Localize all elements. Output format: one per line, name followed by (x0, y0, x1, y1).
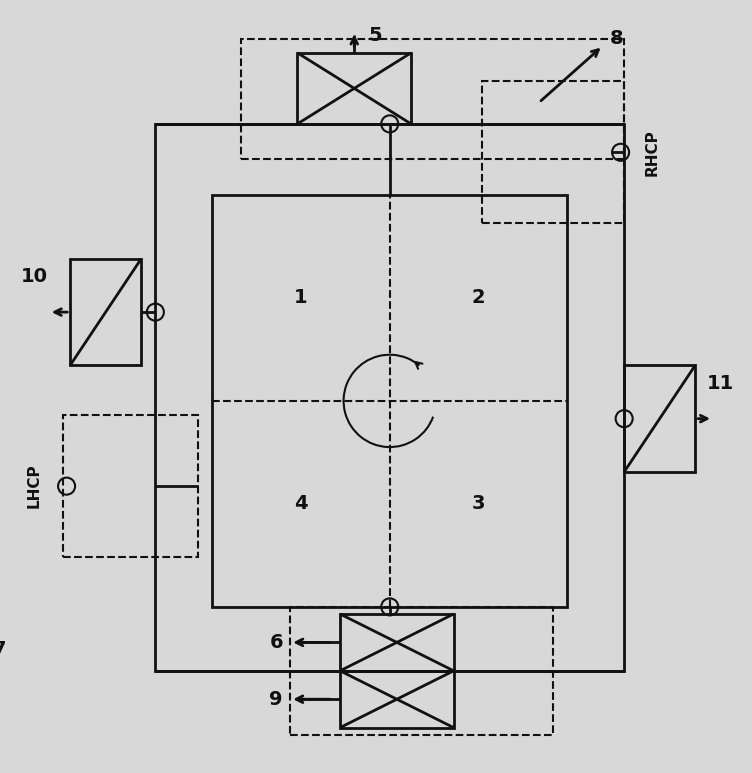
Bar (624, 366, 695, 472)
Bar (298, 53, 411, 124)
Bar (156, 124, 624, 671)
Bar (63, 415, 198, 557)
Text: 2: 2 (472, 288, 485, 308)
Text: 4: 4 (294, 495, 308, 513)
Bar (212, 195, 567, 607)
Text: 7: 7 (0, 640, 6, 659)
Bar (290, 607, 553, 734)
Bar (340, 614, 453, 671)
Text: 10: 10 (21, 267, 48, 286)
Bar (340, 671, 453, 727)
Text: 9: 9 (269, 690, 283, 709)
Text: 6: 6 (269, 633, 283, 652)
Text: 3: 3 (472, 495, 485, 513)
Text: 1: 1 (294, 288, 308, 308)
Bar (70, 259, 141, 366)
Text: 5: 5 (368, 26, 382, 45)
Text: LHCP: LHCP (27, 464, 42, 509)
Text: RHCP: RHCP (645, 129, 660, 175)
Bar (482, 81, 624, 223)
Text: 11: 11 (706, 373, 734, 393)
Text: 8: 8 (610, 29, 624, 48)
Bar (241, 39, 624, 159)
